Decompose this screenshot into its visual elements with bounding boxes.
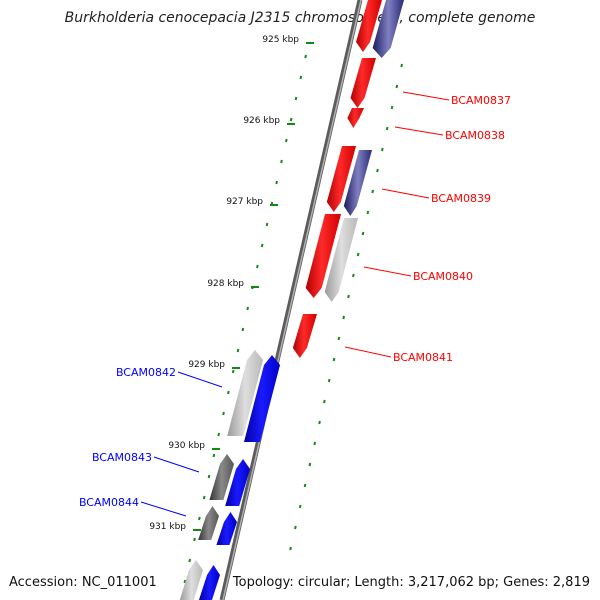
gene-arrow[interactable] xyxy=(356,0,382,52)
backbone xyxy=(219,0,363,600)
minor-tick-right xyxy=(303,483,307,488)
minor-tick-right xyxy=(352,273,355,278)
gene-leader-line xyxy=(344,346,392,358)
minor-tick-left xyxy=(222,411,225,416)
tick-label: 928 kbp xyxy=(207,279,244,289)
minor-tick-right xyxy=(347,294,350,299)
minor-tick-right xyxy=(327,378,331,383)
gene-arrow[interactable] xyxy=(372,0,404,58)
gene-arrow[interactable] xyxy=(216,512,237,545)
tick-label: 926 kbp xyxy=(243,116,280,126)
gene-arrow[interactable] xyxy=(227,350,263,436)
gene-leader-line xyxy=(363,266,412,277)
minor-tick-right xyxy=(390,105,394,110)
minor-tick-right xyxy=(361,231,365,236)
minor-tick-right xyxy=(400,63,403,68)
tick-label: 927 kbp xyxy=(226,197,263,207)
minor-tick-left xyxy=(260,243,264,248)
tick-label: 930 kbp xyxy=(168,441,205,451)
minor-tick-right xyxy=(313,441,317,446)
gene-label[interactable]: BCAM0837 xyxy=(451,94,511,107)
gene-label[interactable]: BCAM0839 xyxy=(431,192,491,205)
tick-label: 925 kbp xyxy=(262,35,299,45)
minor-tick-right xyxy=(366,210,370,215)
minor-tick-left xyxy=(207,474,211,479)
gene-label[interactable]: BCAM0842 xyxy=(116,366,176,379)
gene-arrow[interactable] xyxy=(198,565,220,600)
gene-arrow[interactable] xyxy=(292,314,317,358)
minor-tick-left xyxy=(198,516,201,521)
minor-tick-right xyxy=(376,168,379,173)
minor-tick-left xyxy=(188,558,192,563)
minor-tick-left xyxy=(202,495,206,500)
gene-arrow[interactable] xyxy=(243,355,280,442)
minor-tick-right xyxy=(308,462,312,467)
minor-tick-right xyxy=(289,546,292,551)
gene-label[interactable]: BCAM0838 xyxy=(445,129,505,142)
minor-tick-right xyxy=(395,84,399,89)
tick-label: 931 kbp xyxy=(149,522,186,532)
minor-tick-right xyxy=(298,504,302,509)
minor-tick-left xyxy=(304,54,307,59)
minor-tick-right xyxy=(318,420,321,425)
minor-tick-right xyxy=(371,189,374,194)
gene-label[interactable]: BCAM0844 xyxy=(79,496,139,509)
gene-arrow[interactable] xyxy=(209,454,234,500)
minor-tick-left xyxy=(183,579,187,584)
gene-leader-line xyxy=(140,501,187,517)
accession-text: Accession: NC_011001 xyxy=(9,575,157,590)
minor-tick-left xyxy=(246,306,250,311)
gene-leader-line xyxy=(153,456,200,473)
gene-arrow[interactable] xyxy=(179,560,203,600)
minor-tick-left xyxy=(231,369,235,374)
minor-tick-left xyxy=(280,159,283,164)
minor-tick-left xyxy=(299,75,303,80)
gene-arrow[interactable] xyxy=(343,150,372,216)
gene-arrow[interactable] xyxy=(326,146,356,212)
gene-arrow[interactable] xyxy=(324,218,358,302)
minor-tick-left xyxy=(236,348,240,353)
minor-tick-left xyxy=(285,138,288,143)
minor-tick-right xyxy=(342,315,346,320)
minor-tick-left xyxy=(294,96,298,101)
minor-tick-right xyxy=(356,252,360,257)
gene-leader-line xyxy=(177,371,223,388)
gene-leader-line xyxy=(402,91,450,101)
gene-arrow[interactable] xyxy=(350,58,377,108)
minor-tick-right xyxy=(385,126,389,131)
gene-leader-line xyxy=(394,126,444,136)
minor-tick-right xyxy=(381,147,384,152)
summary-text: Topology: circular; Length: 3,217,062 bp… xyxy=(232,575,590,590)
minor-tick-left xyxy=(241,327,245,332)
minor-tick-left xyxy=(289,117,293,122)
gene-label[interactable]: BCAM0841 xyxy=(393,351,453,364)
gene-arrow[interactable] xyxy=(305,214,341,298)
gene-leader-line xyxy=(381,188,430,199)
backbone-highlight xyxy=(222,0,362,600)
gene-arrow[interactable] xyxy=(198,506,219,540)
map-title: Burkholderia cenocepacia J2315 chromosom… xyxy=(64,10,536,26)
minor-tick-left xyxy=(193,537,196,542)
minor-tick-left xyxy=(256,264,259,269)
minor-tick-right xyxy=(337,336,341,341)
gene-arrow[interactable] xyxy=(347,108,364,128)
minor-tick-right xyxy=(294,525,297,530)
gene-arrow[interactable] xyxy=(225,459,250,506)
minor-tick-left xyxy=(217,432,221,437)
gene-label[interactable]: BCAM0843 xyxy=(92,451,152,464)
gene-label[interactable]: BCAM0840 xyxy=(413,270,473,283)
minor-tick-right xyxy=(332,357,336,362)
minor-tick-left xyxy=(212,453,216,458)
minor-tick-left xyxy=(227,390,230,395)
minor-tick-left xyxy=(275,180,278,185)
minor-tick-left xyxy=(265,222,269,227)
tick-label: 929 kbp xyxy=(188,360,225,370)
minor-tick-right xyxy=(323,399,326,404)
